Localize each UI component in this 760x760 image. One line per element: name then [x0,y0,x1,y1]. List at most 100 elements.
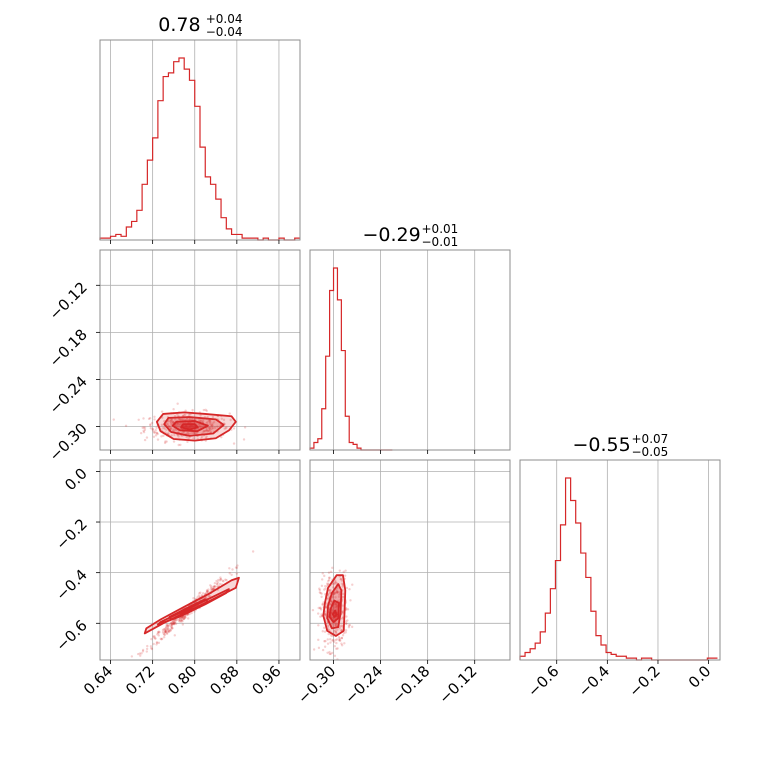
scatter-point [177,619,181,622]
scatter-point [335,638,339,641]
scatter-point [326,582,329,585]
scatter-point [146,644,149,648]
scatter-point [211,415,215,419]
scatter-point [161,630,165,634]
scatter-point [186,613,190,616]
scatter-point [203,429,207,433]
scatter-point [329,570,333,573]
scatter-point [209,420,212,424]
scatter-point [207,594,210,598]
scatter-point [140,652,143,655]
scatter-point [224,426,227,430]
scatter-point [153,418,156,421]
scatter-point [320,584,324,588]
scatter-point [159,637,162,641]
scatter-point [208,419,212,422]
scatter-point [170,624,174,627]
scatter-point [347,626,351,629]
scatter-point [169,420,172,423]
scatter-point [173,433,176,437]
scatter-point [209,423,212,426]
scatter-point [174,622,178,626]
scatter-point [198,425,202,428]
x-tick-label: 0.72 [122,662,158,698]
scatter-point [187,437,190,440]
scatter-point [319,591,322,595]
scatter-point [340,582,344,585]
scatter-point [333,592,336,596]
scatter-point [331,638,335,642]
scatter-point [206,420,209,424]
scatter-point [330,599,333,603]
scatter-point [160,410,164,413]
scatter-point [204,429,208,432]
scatter-point [340,642,343,645]
scatter-point [327,578,331,582]
scatter-point [317,606,320,610]
scatter-point [154,429,157,432]
scatter-point [228,572,231,575]
scatter-point [164,630,167,634]
scatter-point [165,631,169,635]
scatter-point [181,619,184,623]
scatter-point [208,421,212,425]
scatter-point [171,420,174,423]
scatter-point [220,435,223,439]
scatter-point [234,566,238,569]
scatter-point [139,654,142,657]
histogram-panel-frame [309,249,511,451]
scatter-point [327,579,330,583]
joint-contours [322,574,347,637]
y-tick-label: −0.30 [46,420,91,465]
scatter-point [329,652,332,656]
scatter-point [167,629,171,633]
scatter-point [328,576,331,580]
scatter-point [139,431,143,435]
scatter-point [163,426,166,429]
x-tick-label: −0.12 [435,662,480,707]
scatter-point [335,591,339,594]
scatter-point [329,603,332,606]
scatter-point [338,637,341,640]
scatter-point [334,605,338,608]
scatter-point [181,418,184,421]
scatter-point [339,578,342,581]
scatter-point [345,586,349,590]
scatter-point [207,588,210,591]
scatter-point [212,585,216,588]
scatter-point [156,432,159,436]
scatter-point [331,639,334,642]
scatter-point [172,623,176,626]
scatter-point [142,417,145,420]
scatter-point [230,573,233,576]
scatter-point [349,599,352,602]
scatter-point [211,586,215,589]
scatter-point [171,421,175,424]
scatter-point [169,629,172,632]
scatter-point [153,431,157,434]
scatter-point [190,431,193,435]
scatter-point [188,432,191,436]
scatter-point [180,422,183,425]
panel-title-value: 0.78 [158,14,200,36]
scatter-point [312,648,316,651]
scatter-point [320,613,323,616]
scatter-point [178,418,181,421]
scatter-point [196,596,199,599]
scatter-point [205,428,208,432]
scatter-point [216,425,219,428]
scatter-point [326,651,329,654]
scatter-point [232,427,236,430]
scatter-point [172,619,175,623]
scatter-point [225,579,228,582]
scatter-point [185,435,188,439]
scatter-point [164,631,167,635]
scatter-point [205,590,209,593]
scatter-point [323,626,326,630]
scatter-point [319,607,322,610]
scatter-point [243,426,247,429]
scatter-point [162,632,165,635]
scatter-point [332,592,336,596]
scatter-point [181,623,185,626]
scatter-point [179,443,182,447]
